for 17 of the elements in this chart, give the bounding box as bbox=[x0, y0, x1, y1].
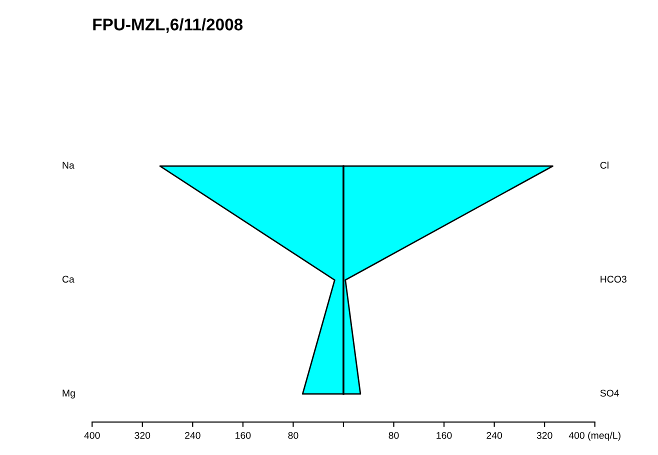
x-tick-label: 320 bbox=[134, 432, 150, 439]
x-tick-label: 80 bbox=[288, 432, 298, 439]
x-tick-label: 400 bbox=[84, 432, 100, 439]
x-tick-label: 320 bbox=[536, 432, 552, 439]
y-tick-label: Ca bbox=[62, 276, 74, 283]
y-tick-label: Mg bbox=[62, 390, 75, 399]
x-tick-label: 160 bbox=[436, 432, 452, 439]
y-tick-label: Na bbox=[62, 162, 74, 169]
y2-tick-label: SO4 bbox=[600, 390, 620, 397]
x-tick-label: 240 bbox=[486, 432, 502, 439]
x-tick-label: 240 bbox=[185, 432, 200, 439]
x-tick-label: 160 bbox=[236, 432, 251, 439]
y2-tick-label: HCO3 bbox=[600, 276, 626, 283]
y2-tick-label: Cl bbox=[600, 162, 608, 169]
chart-title: FPU-MZL,6/11/2008 bbox=[93, 18, 243, 33]
x-tick-label: 400 (meq/L) bbox=[568, 432, 620, 441]
x-tick-label: 80 bbox=[388, 432, 399, 439]
